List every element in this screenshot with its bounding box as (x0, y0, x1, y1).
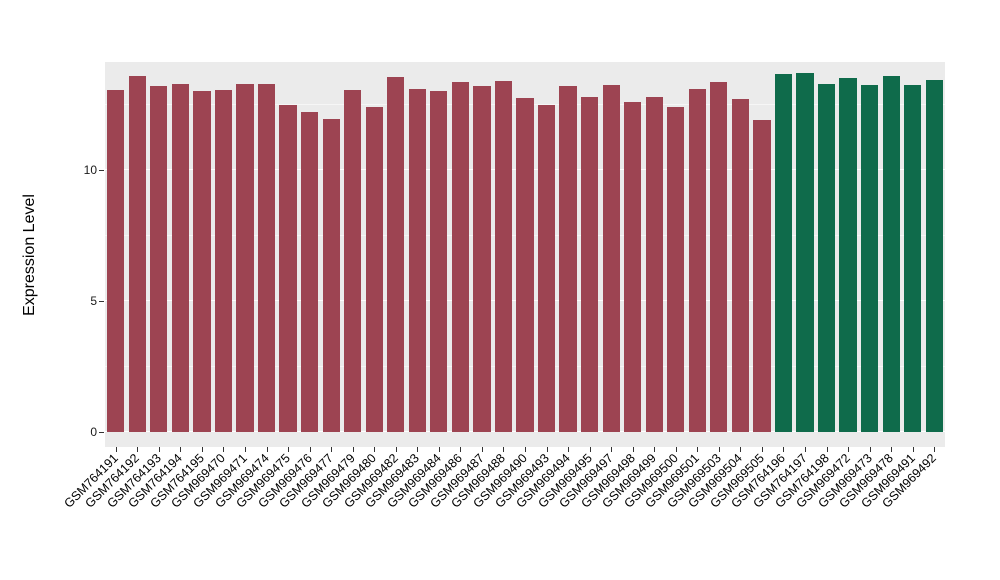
x-tick-mark (374, 447, 376, 452)
bar (667, 107, 685, 432)
bar (602, 84, 620, 432)
bar (107, 90, 125, 432)
x-tick-mark (309, 447, 311, 452)
plot-panel (105, 62, 945, 447)
bar (128, 75, 146, 432)
x-tick-mark (245, 447, 246, 452)
bar (731, 99, 749, 432)
x-tick-mark (266, 447, 268, 452)
x-tick-mark (589, 447, 591, 452)
y-axis-title-wrap: Expression Level (10, 62, 50, 447)
x-tick-mark (201, 447, 203, 452)
y-tick-mark (99, 432, 104, 433)
x-tick-mark (331, 447, 333, 452)
bar (753, 120, 771, 432)
x-tick-mark (934, 447, 936, 452)
bar (193, 91, 211, 432)
y-axis-title: Expression Level (21, 193, 38, 316)
x-tick-mark (438, 447, 440, 452)
x-tick-mark (869, 447, 871, 452)
bar (150, 86, 168, 432)
bar (925, 79, 943, 432)
x-tick-mark (697, 447, 699, 452)
x-tick-mark (137, 447, 139, 452)
x-tick-mark (481, 447, 483, 452)
x-tick-mark (805, 447, 806, 452)
x-tick-mark (761, 447, 763, 452)
bar (279, 104, 297, 432)
bar (257, 83, 276, 432)
bar (817, 83, 836, 432)
bar (645, 96, 663, 432)
bar (581, 96, 599, 432)
x-tick-mark (826, 447, 828, 452)
bar (537, 104, 556, 432)
x-tick-mark (611, 447, 613, 452)
bar (301, 112, 319, 432)
x-tick-mark (740, 447, 742, 452)
bar (624, 101, 642, 432)
bar (839, 78, 857, 432)
bar (494, 80, 513, 432)
x-tick-mark (180, 447, 182, 452)
x-tick-mark (675, 447, 677, 452)
bars-layer (105, 62, 945, 447)
bar (387, 77, 405, 432)
x-tick-mark (568, 447, 570, 452)
bar (451, 82, 469, 432)
x-tick-mark (460, 447, 462, 452)
bar (322, 118, 340, 432)
x-tick-mark (395, 447, 397, 452)
x-tick-mark (654, 447, 656, 452)
bar (236, 83, 254, 432)
x-tick-mark (417, 447, 419, 452)
bar (710, 82, 728, 432)
x-tick-mark (632, 447, 634, 452)
y-tick-label: 0 (90, 425, 97, 439)
x-tick-mark (223, 447, 225, 452)
y-tick-label: 10 (83, 163, 97, 177)
x-tick-mark (891, 447, 893, 452)
bar (904, 84, 922, 432)
bar (214, 90, 233, 432)
bar (516, 97, 534, 432)
bar (796, 73, 814, 432)
bar (774, 74, 793, 432)
x-tick-mark (503, 447, 505, 452)
x-tick-mark (158, 447, 160, 452)
x-tick-mark (288, 447, 290, 452)
bar (882, 75, 900, 432)
bar (861, 84, 879, 432)
bar (688, 88, 706, 432)
x-tick-mark (352, 447, 354, 452)
x-tick-mark (546, 447, 548, 452)
x-tick-mark (525, 447, 526, 452)
x-tick-mark (848, 447, 850, 452)
x-axis-ticks (105, 447, 945, 453)
x-axis-labels: GSM764191 GSM764192 GSM764193 GSM764194 GSM7… (61, 451, 945, 566)
bar (408, 88, 426, 432)
bar (344, 90, 362, 432)
x-tick-mark (115, 447, 117, 452)
bar (559, 86, 577, 432)
x-tick-mark (783, 447, 785, 452)
bar (365, 107, 383, 432)
bar (171, 83, 189, 432)
x-tick-mark (718, 447, 720, 452)
x-tick-mark (912, 447, 914, 452)
bar (473, 86, 491, 432)
y-tick-mark (99, 301, 104, 302)
y-tick-label: 5 (90, 294, 97, 308)
y-tick-mark (99, 170, 104, 171)
bar (430, 91, 448, 432)
